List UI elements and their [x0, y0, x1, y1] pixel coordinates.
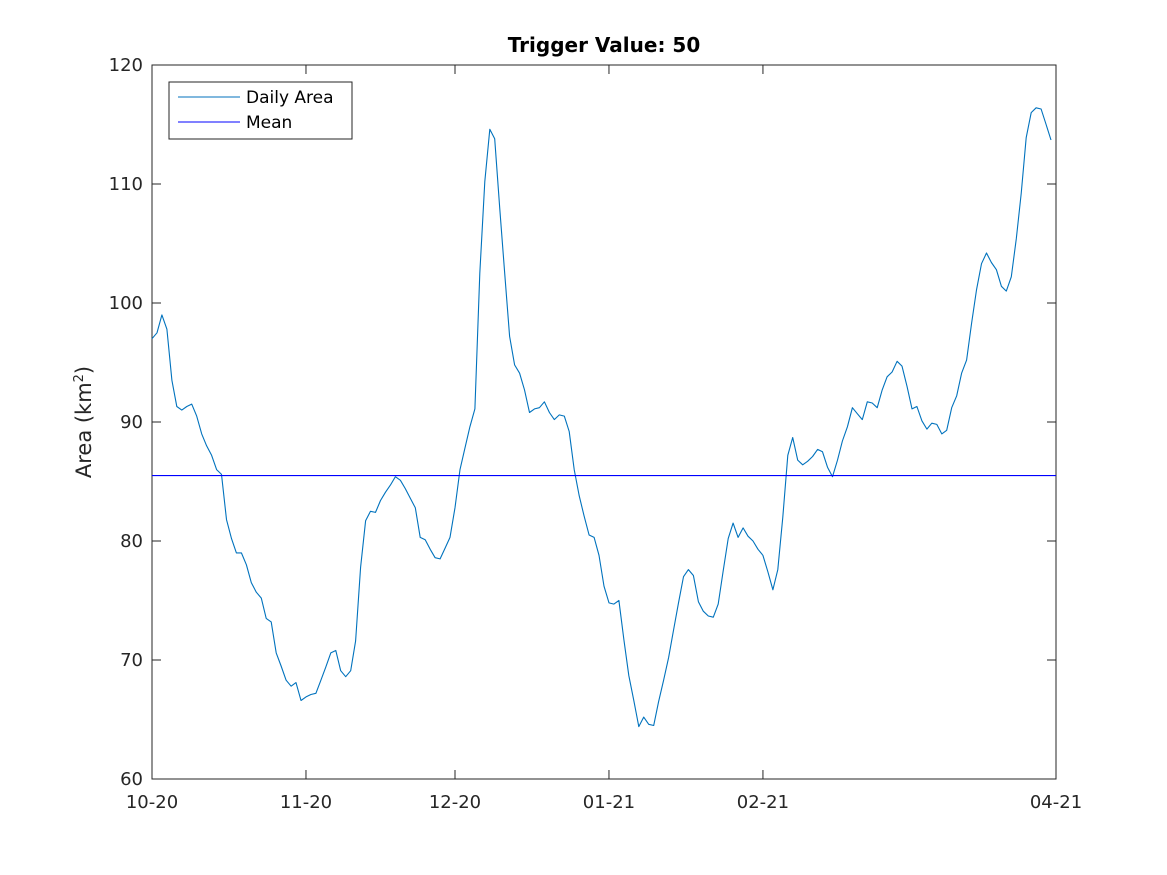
x-tick-label: 01-21: [583, 792, 635, 813]
x-axis: 10-20 11-20 12-20 01-21 02-21 04-21: [126, 65, 1082, 813]
legend: Daily Area Mean: [168, 81, 353, 140]
y-tick-label: 90: [120, 412, 143, 433]
chart-title: Trigger Value: 50: [508, 33, 701, 57]
x-tick-label: 02-21: [737, 792, 789, 813]
series-group: [151, 107, 1056, 728]
y-tick-label: 70: [120, 650, 143, 671]
y-axis: 60 70 80 90 100 110 120: [109, 55, 1056, 790]
y-tick-label: 100: [109, 293, 143, 314]
y-tick-label: 60: [120, 769, 143, 790]
y-tick-label: 80: [120, 531, 143, 552]
legend-box: [168, 81, 353, 140]
y-tick-label: 120: [109, 55, 143, 76]
legend-label-mean: Mean: [246, 113, 292, 133]
y-tick-label: 110: [109, 174, 143, 195]
series-line-daily-area: [151, 107, 1052, 728]
x-tick-label: 10-20: [126, 792, 178, 813]
y-axis-label: Area (km2): [72, 366, 96, 478]
x-tick-label: 04-21: [1030, 792, 1082, 813]
legend-label-daily-area: Daily Area: [246, 88, 334, 108]
x-tick-label: 11-20: [280, 792, 332, 813]
x-tick-label: 12-20: [429, 792, 481, 813]
plot-area: [151, 64, 1057, 780]
